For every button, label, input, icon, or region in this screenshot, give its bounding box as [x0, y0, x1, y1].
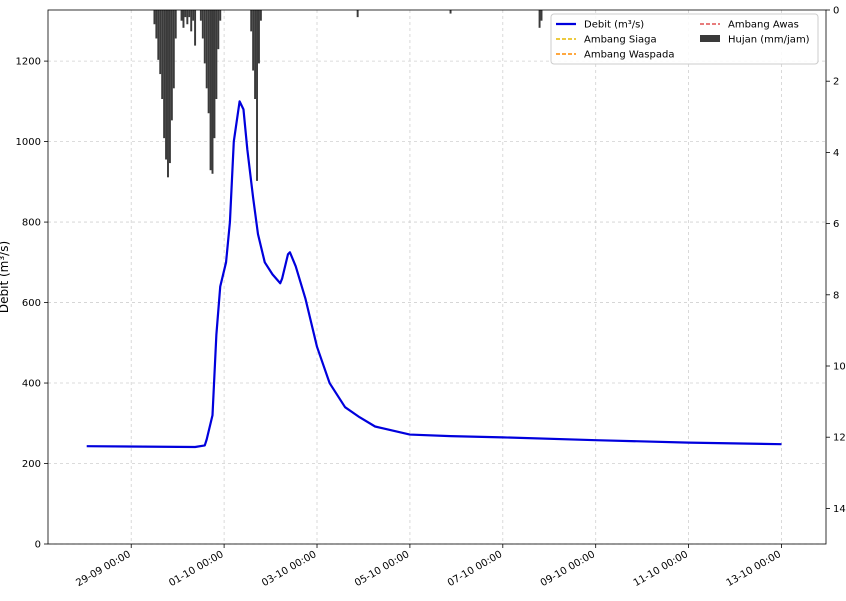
y2-tick-label: 2: [833, 77, 839, 88]
legend-label: Debit (m³/s): [584, 20, 644, 31]
y-tick-label: 400: [22, 379, 41, 390]
legend-swatch: [700, 35, 720, 42]
rain-bar: [356, 10, 359, 18]
rain-bar: [213, 10, 216, 139]
y-tick-label: 600: [22, 298, 41, 309]
rain-bar: [186, 10, 189, 25]
x-tick-label: 11-10 00:00: [632, 549, 690, 589]
rain-bar: [205, 10, 208, 89]
rain-bar: [201, 10, 204, 39]
rain-bar: [217, 10, 220, 50]
y-tick-label: 200: [22, 459, 41, 470]
debit-line: [86, 100, 782, 449]
legend-label: Ambang Awas: [728, 20, 799, 31]
y2-tick-label: 0: [833, 6, 839, 17]
legend-label: Ambang Siaga: [584, 35, 657, 46]
rain-bar: [259, 10, 262, 21]
legend-label: Ambang Waspada: [584, 50, 674, 61]
rain-bar: [168, 10, 171, 164]
rain-bar: [174, 10, 177, 39]
rain-bar: [155, 10, 158, 39]
x-tick-label: 13-10 00:00: [725, 549, 783, 589]
rain-bar: [250, 10, 253, 32]
rain-bar: [215, 10, 218, 99]
rain-bar: [180, 10, 183, 21]
y2-tick-label: 4: [833, 148, 839, 159]
rain-bar: [203, 10, 206, 64]
rain-bar: [163, 10, 166, 139]
y-axis-label: Debit (m³/s): [0, 241, 11, 313]
rain-bar: [449, 10, 452, 14]
y-tick-label: 800: [22, 218, 41, 229]
y-tick-label: 1000: [16, 137, 41, 148]
y2-tick-label: 14: [833, 504, 846, 515]
y-tick-label: 0: [35, 540, 41, 551]
y2-tick-label: 8: [833, 290, 839, 301]
y2-tick-label: 12: [833, 433, 846, 444]
y2-tick-label: 10: [833, 362, 846, 373]
rain-bar: [256, 10, 258, 181]
x-tick-label: 09-10 00:00: [539, 549, 597, 589]
y2-tick-label: 6: [833, 219, 839, 230]
rain-bar: [257, 10, 260, 64]
plot-frame: [47, 9, 827, 545]
rain-bar: [188, 10, 191, 18]
rain-bar: [219, 10, 222, 21]
rain-bar: [161, 10, 164, 99]
legend-box: [550, 13, 819, 65]
legend-label: Hujan (mm/jam): [728, 35, 810, 46]
rain-bar: [170, 10, 173, 121]
x-tick-label: 01-10 00:00: [167, 549, 225, 589]
x-tick-label: 29-09 00:00: [74, 549, 132, 589]
rain-bar: [157, 10, 160, 60]
rain-bar: [153, 10, 156, 25]
y-tick-label: 1200: [16, 57, 41, 68]
rain-bar: [199, 10, 202, 21]
rain-bar: [182, 10, 185, 28]
rain-bar: [192, 10, 195, 21]
rain-bar: [209, 10, 212, 171]
rain-bar: [194, 10, 197, 46]
rain-bar: [252, 10, 255, 71]
x-tick-label: 05-10 00:00: [353, 549, 411, 589]
plot-area: [48, 10, 826, 544]
rain-bar: [159, 10, 162, 75]
rain-bar: [167, 10, 169, 178]
rain-bar: [211, 10, 214, 174]
x-tick-label: 03-10 00:00: [260, 549, 318, 589]
rain-bar: [538, 10, 541, 28]
rain-bar: [190, 10, 193, 32]
rain-bar: [254, 10, 257, 99]
rain-bar: [540, 10, 543, 21]
rain-bar: [165, 10, 168, 160]
x-tick-label: 07-10 00:00: [446, 549, 504, 589]
rain-bar: [184, 10, 187, 18]
rain-bar: [207, 10, 210, 114]
rain-bar: [172, 10, 175, 89]
